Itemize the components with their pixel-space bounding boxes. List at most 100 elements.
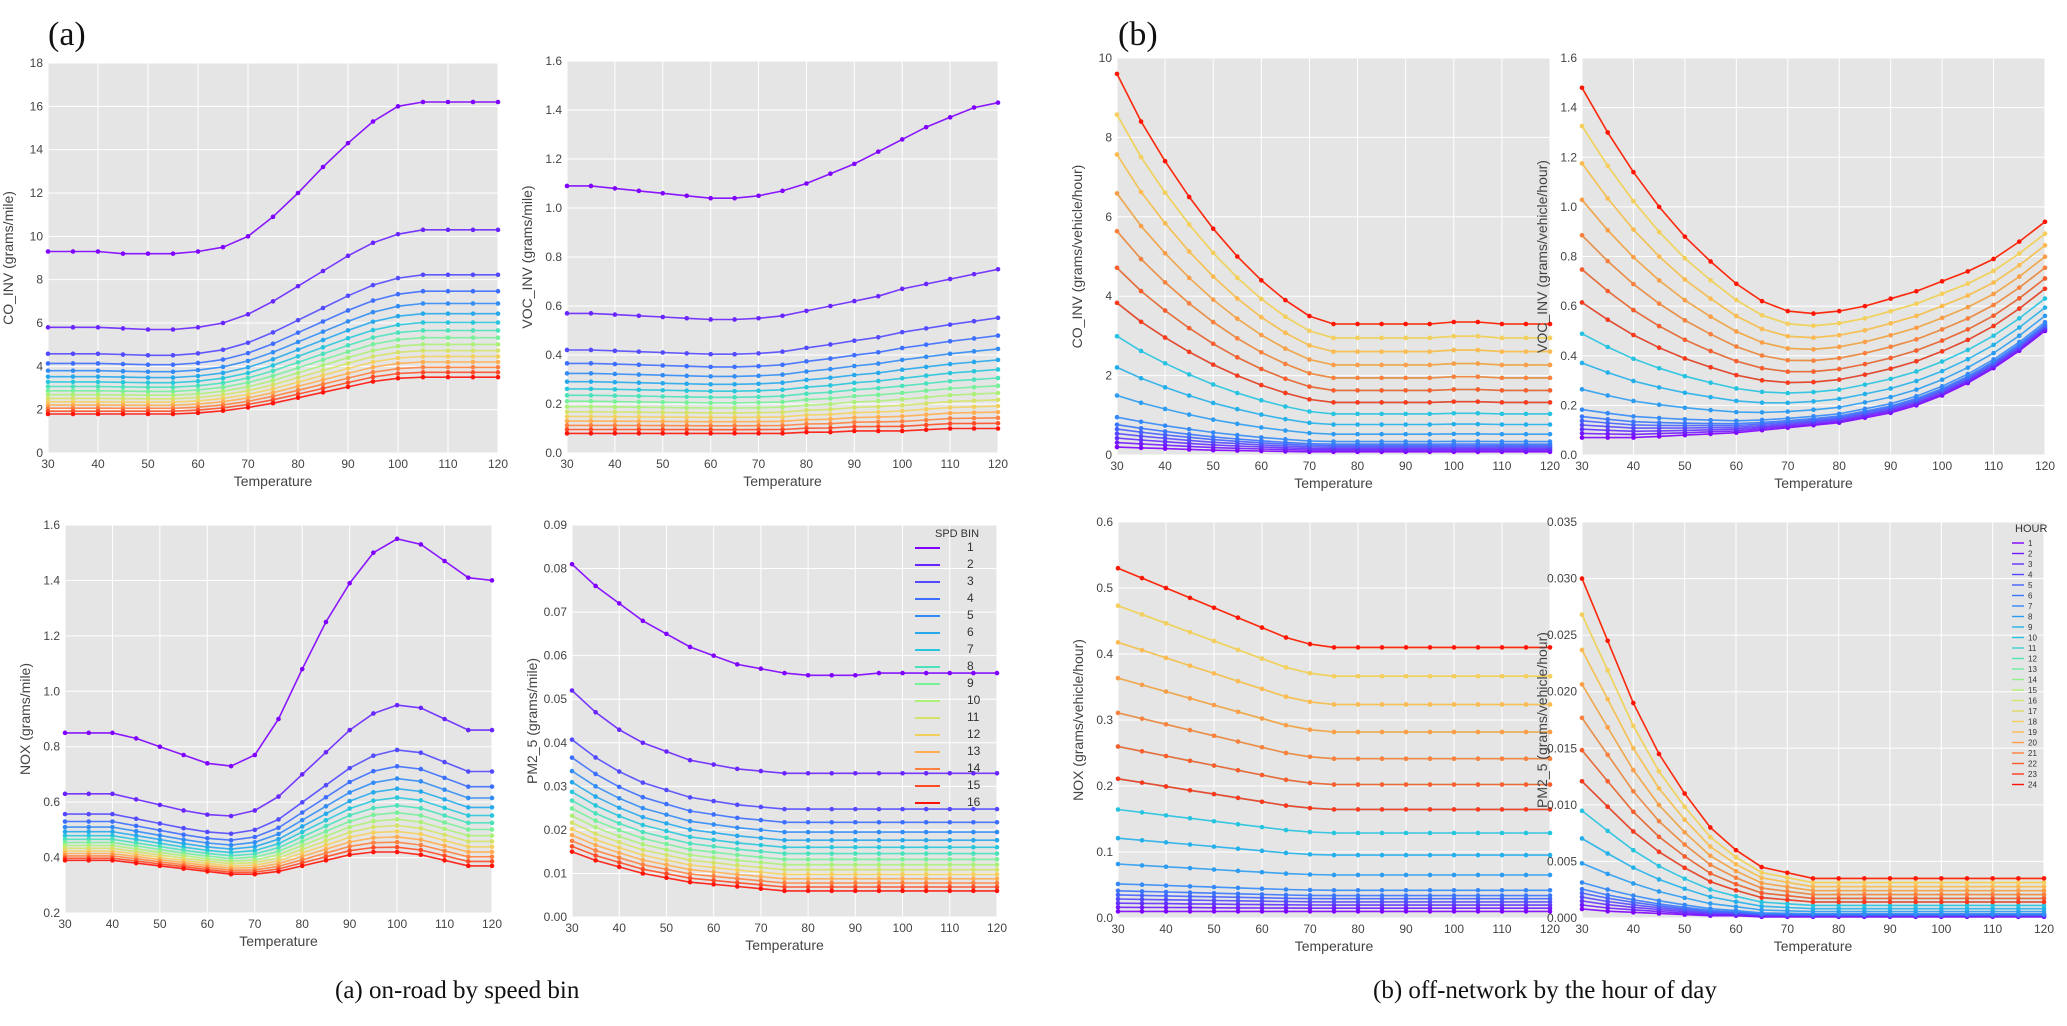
data-point — [1475, 347, 1481, 353]
data-point — [1991, 350, 1996, 356]
data-point — [684, 427, 690, 432]
data-point — [1836, 355, 1842, 361]
data-point — [1708, 278, 1713, 283]
data-point — [687, 757, 693, 763]
x-tick-label: 120 — [2034, 922, 2054, 936]
data-point — [394, 810, 400, 815]
data-point — [829, 888, 835, 894]
data-point — [1235, 891, 1241, 897]
data-point — [1759, 890, 1764, 896]
data-point — [1114, 152, 1120, 157]
data-point — [1283, 428, 1288, 433]
data-point — [1523, 362, 1529, 368]
data-point — [684, 414, 690, 420]
data-point — [687, 871, 693, 877]
data-point — [1579, 407, 1585, 412]
data-point — [732, 382, 737, 387]
data-point — [1708, 259, 1713, 264]
data-point — [1605, 393, 1611, 398]
data-point — [1307, 343, 1312, 348]
data-point — [1163, 753, 1169, 759]
data-point — [756, 193, 761, 199]
data-point — [971, 670, 976, 676]
data-point — [900, 837, 905, 843]
data-point — [660, 410, 666, 415]
data-point — [947, 862, 953, 867]
data-point — [994, 819, 1000, 825]
data-point — [1331, 909, 1337, 914]
data-point — [588, 311, 594, 316]
data-point — [1579, 197, 1585, 203]
data-point — [1682, 297, 1688, 303]
data-point — [1579, 426, 1585, 432]
data-point — [347, 844, 352, 849]
data-point — [418, 852, 424, 858]
data-point — [465, 827, 471, 832]
y-tick-label: 0.05 — [544, 692, 568, 706]
data-point — [664, 871, 669, 876]
data-point — [418, 789, 424, 794]
data-point — [420, 354, 426, 359]
data-point — [445, 370, 451, 375]
data-point — [758, 886, 764, 891]
data-point — [1307, 887, 1313, 893]
data-point — [228, 842, 234, 848]
data-point — [1682, 902, 1687, 908]
data-point — [270, 400, 276, 406]
data-point — [1579, 418, 1585, 424]
data-point — [1785, 908, 1790, 914]
data-point — [805, 770, 811, 776]
data-point — [465, 805, 471, 810]
data-point — [1734, 409, 1739, 415]
data-point — [734, 825, 740, 831]
data-point — [205, 829, 210, 835]
data-point — [1708, 862, 1713, 867]
data-point — [758, 849, 764, 854]
data-point — [971, 336, 977, 341]
data-point — [1115, 881, 1121, 887]
data-point — [1631, 847, 1636, 853]
data-point — [1355, 896, 1361, 902]
data-point — [1810, 876, 1816, 881]
data-point — [664, 835, 669, 841]
data-point — [345, 319, 351, 324]
data-point — [1259, 848, 1265, 854]
data-point — [636, 409, 642, 415]
data-point — [1187, 909, 1193, 914]
data-point — [852, 405, 857, 410]
data-point — [923, 880, 929, 886]
y-axis-label: PM2_5 (grams/vehicle/hour) — [1534, 632, 1550, 808]
data-point — [1331, 411, 1336, 417]
data-point — [564, 386, 570, 392]
data-point — [418, 766, 424, 772]
data-point — [923, 857, 929, 862]
data-point — [95, 388, 101, 394]
data-point — [947, 386, 953, 391]
data-point — [852, 363, 857, 369]
data-point — [1913, 899, 1918, 905]
data-point — [120, 392, 126, 398]
data-point — [780, 393, 785, 399]
data-point — [1785, 321, 1791, 327]
data-point — [2016, 316, 2022, 321]
data-point — [711, 822, 716, 827]
data-point — [1579, 123, 1585, 129]
data-point — [593, 803, 598, 808]
data-point — [145, 369, 151, 375]
plot-background — [1582, 522, 2044, 918]
legend-entry: 1 — [2028, 539, 2033, 548]
data-point — [593, 853, 598, 858]
data-point — [782, 770, 787, 776]
data-point — [1759, 340, 1765, 345]
y-tick-label: 0.3 — [1096, 713, 1113, 727]
data-point — [1186, 325, 1192, 331]
data-point — [1307, 805, 1313, 811]
data-point — [900, 867, 905, 872]
data-point — [1914, 358, 1919, 364]
data-point — [1355, 905, 1361, 911]
data-point — [1499, 335, 1505, 341]
data-point — [1139, 897, 1145, 902]
data-point — [994, 829, 1000, 835]
data-point — [1811, 407, 1816, 413]
data-point — [1355, 422, 1360, 427]
